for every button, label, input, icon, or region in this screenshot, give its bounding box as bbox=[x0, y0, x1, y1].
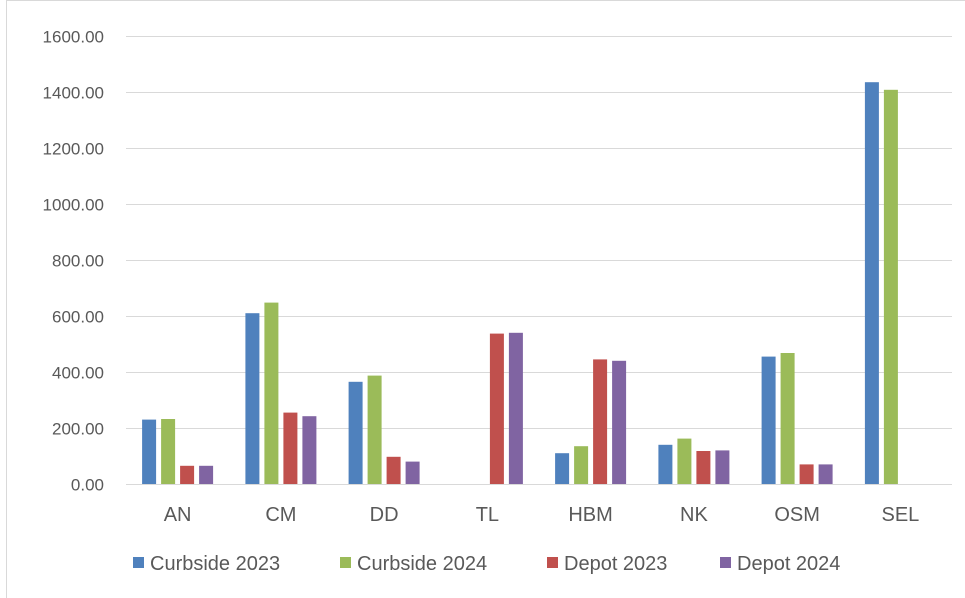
bars bbox=[142, 82, 898, 485]
bar-dd-series-0 bbox=[348, 381, 363, 484]
gridlines bbox=[126, 36, 952, 429]
legend-label: Depot 2023 bbox=[564, 553, 667, 575]
y-tick-label: 0.00 bbox=[71, 476, 104, 495]
bar-cm-series-2 bbox=[283, 412, 298, 484]
legend-label: Curbside 2023 bbox=[150, 553, 280, 575]
y-tick-label: 1400.00 bbox=[43, 84, 104, 103]
bar-dd-series-1 bbox=[367, 375, 382, 484]
bar-cm-series-3 bbox=[302, 416, 317, 484]
x-category-label: HBM bbox=[568, 504, 612, 526]
bar-sel-series-1 bbox=[883, 89, 898, 485]
bar-hbm-series-1 bbox=[574, 446, 589, 484]
x-axis-category-labels: AN CM DD TL HBM NK OSM SEL bbox=[164, 504, 920, 526]
x-category-label: CM bbox=[265, 504, 296, 526]
bar-osm-series-2 bbox=[799, 464, 814, 484]
legend-swatch bbox=[340, 557, 351, 568]
bar-an-series-0 bbox=[142, 419, 157, 484]
bar-nk-series-0 bbox=[658, 444, 673, 484]
bar-hbm-series-0 bbox=[555, 453, 570, 484]
x-category-label: TL bbox=[476, 504, 499, 526]
legend: Curbside 2023 Curbside 2024 Depot 2023 Depo… bbox=[133, 553, 840, 575]
bar-nk-series-3 bbox=[715, 450, 730, 484]
y-tick-label: 1600.00 bbox=[43, 28, 104, 47]
bar-nk-series-1 bbox=[677, 438, 692, 484]
bar-cm-series-0 bbox=[245, 313, 260, 484]
y-tick-label: 200.00 bbox=[52, 420, 104, 439]
bar-osm-series-1 bbox=[780, 353, 795, 484]
y-tick-label: 400.00 bbox=[52, 364, 104, 383]
bar-hbm-series-2 bbox=[593, 359, 608, 484]
y-tick-label: 1000.00 bbox=[43, 196, 104, 215]
x-category-label: NK bbox=[680, 504, 708, 526]
bar-tl-series-3 bbox=[508, 332, 523, 484]
bar-tl-series-2 bbox=[489, 333, 504, 484]
bar-osm-series-3 bbox=[818, 464, 833, 484]
bar-an-series-1 bbox=[161, 419, 176, 484]
y-tick-label: 800.00 bbox=[52, 252, 104, 271]
bar-dd-series-3 bbox=[405, 461, 420, 484]
legend-label: Curbside 2024 bbox=[357, 553, 487, 575]
x-category-label: AN bbox=[164, 504, 192, 526]
y-axis-tick-labels: 0.00 200.00 400.00 600.00 800.00 1000.00 1200.… bbox=[43, 28, 104, 495]
y-tick-label: 1200.00 bbox=[43, 140, 104, 159]
bar-an-series-2 bbox=[180, 465, 195, 484]
x-category-label: SEL bbox=[881, 504, 919, 526]
bar-sel-series-0 bbox=[864, 82, 879, 484]
legend-swatch bbox=[547, 557, 558, 568]
bar-dd-series-2 bbox=[386, 456, 401, 484]
bar-cm-series-1 bbox=[264, 302, 279, 484]
x-category-label: DD bbox=[370, 504, 399, 526]
legend-swatch bbox=[720, 557, 731, 568]
x-category-label: OSM bbox=[774, 504, 820, 526]
legend-swatch bbox=[133, 557, 144, 568]
bar-hbm-series-3 bbox=[612, 360, 627, 484]
y-tick-label: 600.00 bbox=[52, 308, 104, 327]
bar-nk-series-2 bbox=[696, 451, 711, 484]
bar-an-series-3 bbox=[199, 465, 214, 484]
legend-label: Depot 2024 bbox=[737, 553, 840, 575]
bar-osm-series-0 bbox=[761, 356, 776, 484]
